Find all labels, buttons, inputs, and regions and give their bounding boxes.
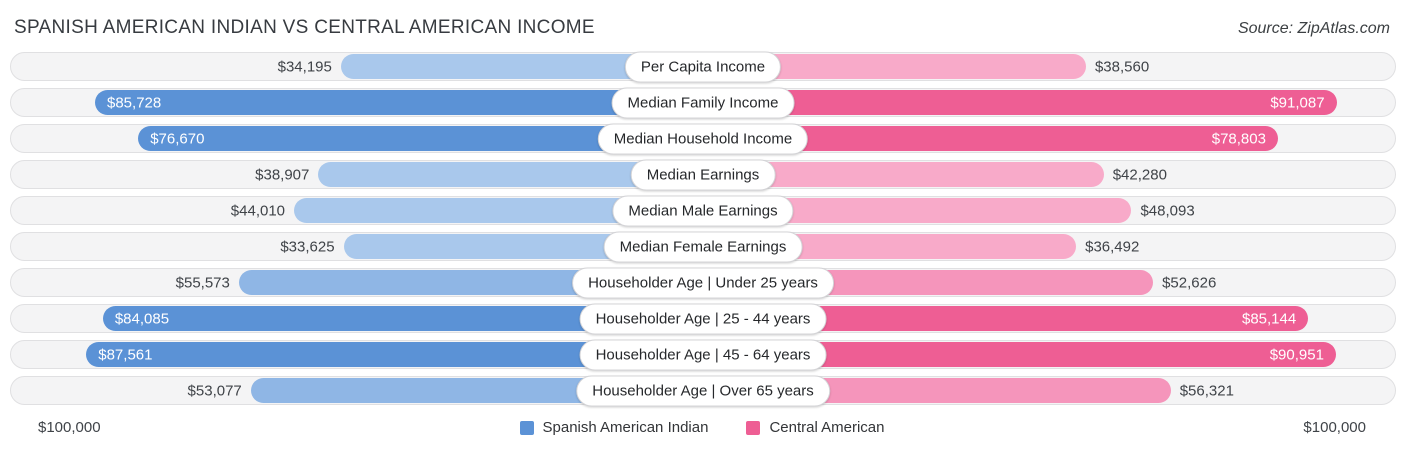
category-label: Median Female Earnings [603,231,803,262]
chart-row: $44,010 $48,093 Median Male Earnings [10,195,1396,226]
legend: Spanish American Indian Central American [519,419,885,436]
row-track: $84,085 $85,144 Householder Age | 25 - 44 … [10,303,1396,334]
chart-row: $55,573 $52,626 Householder Age | Under 25… [10,267,1396,298]
row-track: $53,077 $56,321 Householder Age | Over 65 … [10,375,1396,406]
value-label-spanish-american-indian: $38,907 [255,166,310,183]
value-label-spanish-american-indian: $33,625 [280,238,335,255]
page-title: SPANISH AMERICAN INDIAN VS CENTRAL AMERI… [14,17,595,38]
value-label-spanish-american-indian: $53,077 [187,382,242,399]
value-label-spanish-american-indian: $85,728 [107,94,162,111]
category-label: Median Household Income [597,123,809,154]
value-label-central-american: $85,144 [1241,310,1297,327]
value-label-central-american: $52,626 [1162,274,1217,291]
row-track: $87,561 $90,951 Householder Age | 45 - 64 … [10,339,1396,370]
row-track: $33,625 $36,492 Median Female Earnings [10,231,1396,262]
source-credit: Source: ZipAtlas.com [1237,20,1390,37]
legend-label: Spanish American Indian [542,419,709,436]
category-label: Median Male Earnings [612,195,794,226]
value-label-spanish-american-indian: $76,670 [150,130,205,147]
chart-row: $38,907 $42,280 Median Earnings [10,159,1396,190]
chart-footer: $100,000 Spanish American Indian Central … [0,412,1406,436]
value-label-central-american: $42,280 [1112,166,1167,183]
category-label: Householder Age | Over 65 years [576,375,830,406]
row-track: $38,907 $42,280 Median Earnings [10,159,1396,190]
row-track: $34,195 $38,560 Per Capita Income [10,51,1396,82]
category-label: Householder Age | 25 - 44 years [579,303,827,334]
category-label: Per Capita Income [624,51,782,82]
legend-swatch-icon [746,420,761,435]
bar-central-american [703,90,1337,115]
legend-swatch-icon [519,420,534,435]
value-label-central-american: $90,951 [1269,346,1324,363]
value-label-spanish-american-indian: $34,195 [277,58,332,75]
category-label: Householder Age | 45 - 64 years [579,339,827,370]
legend-item: Spanish American Indian [519,419,709,436]
value-label-spanish-american-indian: $44,010 [230,202,286,219]
axis-max-label-left: $100,000 [38,419,101,436]
value-label-spanish-american-indian: $84,085 [114,310,170,327]
bar-chart: $34,195 $38,560 Per Capita Income $85,728 $9… [10,51,1396,406]
chart-row: $87,561 $90,951 Householder Age | 45 - 64 … [10,339,1396,370]
value-label-central-american: $36,492 [1085,238,1140,255]
value-label-central-american: $38,560 [1094,58,1150,75]
value-label-central-american: $48,093 [1140,202,1195,219]
chart-row: $85,728 $91,087 Median Family Income [10,87,1396,118]
bar-spanish-american-indian [95,90,703,115]
chart-row: $53,077 $56,321 Householder Age | Over 65 … [10,375,1396,406]
value-label-central-american: $56,321 [1179,382,1234,399]
row-track: $85,728 $91,087 Median Family Income [10,87,1396,118]
row-track: $44,010 $48,093 Median Male Earnings [10,195,1396,226]
axis-max-label-right: $100,000 [1303,419,1366,436]
chart-header: SPANISH AMERICAN INDIAN VS CENTRAL AMERI… [0,0,1406,39]
legend-label: Central American [769,419,885,436]
category-label: Householder Age | Under 25 years [572,267,834,298]
row-track: $55,573 $52,626 Householder Age | Under 25… [10,267,1396,298]
value-label-central-american: $91,087 [1270,94,1325,111]
legend-item: Central American [746,419,885,436]
value-label-spanish-american-indian: $55,573 [175,274,230,291]
chart-row: $34,195 $38,560 Per Capita Income [10,51,1396,82]
value-label-central-american: $78,803 [1211,130,1266,147]
chart-row: $33,625 $36,492 Median Female Earnings [10,231,1396,262]
chart-row: $76,670 $78,803 Median Household Income [10,123,1396,154]
chart-row: $84,085 $85,144 Householder Age | 25 - 44 … [10,303,1396,334]
category-label: Median Earnings [630,159,776,190]
value-label-spanish-american-indian: $87,561 [98,346,153,363]
category-label: Median Family Income [611,87,795,118]
row-track: $76,670 $78,803 Median Household Income [10,123,1396,154]
